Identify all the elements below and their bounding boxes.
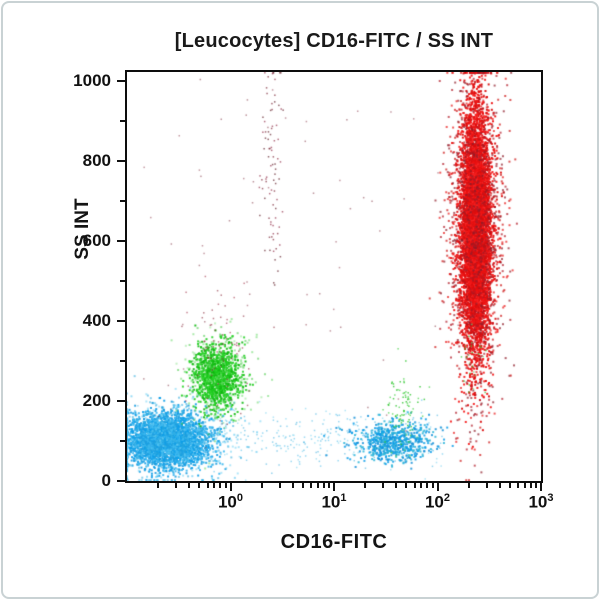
- x-minor-tick: [420, 483, 423, 488]
- y-minor-tick: [120, 120, 125, 123]
- y-minor-tick: [120, 360, 125, 363]
- x-minor-tick: [316, 483, 319, 488]
- x-major-tick: [540, 483, 542, 491]
- x-minor-tick: [431, 483, 434, 488]
- x-minor-tick: [467, 483, 470, 488]
- x-major-tick: [229, 483, 232, 491]
- y-major-tick: [117, 240, 125, 243]
- x-minor-tick: [157, 483, 160, 488]
- x-minor-tick: [405, 483, 408, 488]
- y-minor-tick: [120, 280, 125, 283]
- x-minor-tick: [523, 483, 526, 488]
- x-minor-tick: [188, 483, 191, 488]
- x-major-tick: [333, 483, 335, 491]
- x-minor-tick: [364, 483, 367, 488]
- y-tick-label: 400: [82, 311, 111, 331]
- x-minor-tick: [198, 483, 201, 488]
- x-minor-tick: [219, 483, 222, 488]
- x-minor-tick: [278, 483, 281, 488]
- x-minor-tick: [328, 483, 331, 488]
- x-tick-label: 100: [217, 492, 244, 512]
- x-axis-title: CD16-FITC: [280, 531, 388, 553]
- y-major-tick: [117, 320, 125, 323]
- x-minor-tick: [413, 483, 416, 488]
- x-minor-tick: [498, 483, 501, 488]
- x-minor-tick: [310, 483, 313, 488]
- x-minor-tick: [529, 483, 532, 488]
- y-major-tick: [117, 480, 125, 482]
- y-major-tick: [117, 80, 125, 83]
- y-tick-label: 0: [101, 471, 111, 490]
- x-minor-tick: [291, 483, 294, 488]
- x-minor-tick: [485, 483, 488, 488]
- y-tick-label: 1000: [73, 71, 111, 91]
- y-minor-tick: [120, 200, 125, 203]
- x-minor-tick: [395, 483, 398, 488]
- y-tick-label: 600: [82, 231, 111, 251]
- x-minor-tick: [301, 483, 304, 488]
- x-minor-tick: [508, 483, 511, 488]
- x-minor-tick: [175, 483, 178, 488]
- x-tick-label: 103: [528, 492, 554, 512]
- y-tick-label: 200: [82, 391, 111, 411]
- x-major-tick: [436, 483, 439, 491]
- y-major-tick: [117, 160, 125, 163]
- x-tick-label: 101: [321, 492, 347, 512]
- scatter-plot-canvas: [127, 72, 541, 481]
- x-tick-label: 102: [424, 492, 451, 512]
- y-tick-label: 800: [82, 151, 111, 171]
- x-minor-tick: [517, 483, 520, 488]
- x-minor-tick: [260, 483, 263, 488]
- y-minor-tick: [120, 440, 125, 443]
- x-minor-tick: [206, 483, 209, 488]
- x-minor-tick: [535, 483, 538, 488]
- x-minor-tick: [382, 483, 385, 488]
- x-minor-tick: [426, 483, 429, 488]
- y-major-tick: [117, 400, 125, 403]
- x-minor-tick: [322, 483, 325, 488]
- x-minor-tick: [213, 483, 216, 488]
- x-minor-tick: [224, 483, 227, 488]
- y-axis-title: SS INT: [72, 198, 93, 260]
- chart-title: [Leucocytes] CD16-FITC / SS INT: [174, 30, 494, 52]
